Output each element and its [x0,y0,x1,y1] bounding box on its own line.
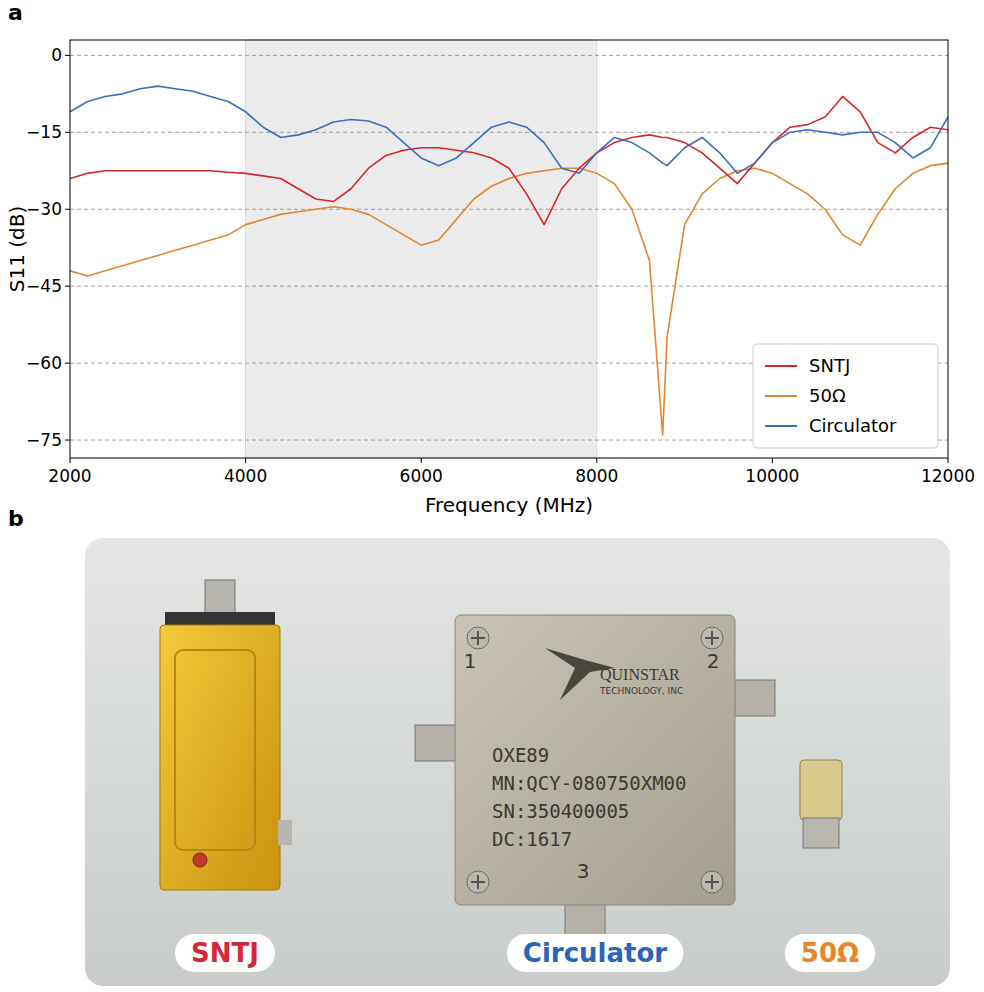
x-tick [596,458,597,463]
terminator-nut [803,818,839,848]
screw-slot [705,631,719,645]
x-tick-label: 12000 [921,466,975,486]
legend-box [753,344,938,448]
plot-frame [70,40,948,458]
grid-line [70,286,948,287]
x-tick [70,458,71,463]
x-tick-label: 2000 [48,466,91,486]
y-tick [65,132,70,133]
sntj-recess [175,650,255,850]
photo-background [85,538,950,986]
device-label: 50Ω [801,938,859,968]
y-tick [65,440,70,441]
sntj-bolt [278,820,292,845]
marking: SN:350400005 [492,800,629,822]
x-axis-title: Frequency (MHz) [425,493,593,517]
marking: TECHNOLOGY, INC [599,686,683,696]
y-tick-label: −60 [26,353,62,373]
marking: DC:1617 [492,828,572,850]
sma-connector [730,680,775,716]
grid-line [70,55,948,56]
port-number: 1 [464,649,477,673]
x-tick [245,458,246,463]
legend-swatch [765,425,797,427]
y-axis-title: S11 (dB) [5,206,29,293]
sntj-screw [193,853,207,867]
circulator-device [455,615,735,905]
label-pill [785,934,875,972]
device-label: Circulator [523,938,667,968]
series-line [70,96,948,224]
shaded-region [246,40,597,458]
series-line [70,86,948,173]
marking: MN:QCY-080750XM00 [492,772,686,794]
grid-line [70,209,948,210]
screw [467,627,489,649]
series-line [70,163,948,435]
marking: OXE89 [492,744,549,766]
screw-slot [705,875,719,889]
screw [467,871,489,893]
terminator-body [800,760,842,820]
device-label: SNTJ [191,938,259,968]
y-tick [65,209,70,210]
y-tick-label: −45 [26,276,62,296]
x-tick-label: 4000 [224,466,267,486]
y-tick-label: −75 [26,430,62,450]
port-number: 3 [577,859,590,883]
screw [701,871,723,893]
legend-swatch [765,395,797,397]
sma-connector [205,580,235,615]
panel-label: a [8,0,23,25]
x-tick [772,458,773,463]
label-pill [175,934,275,972]
label-pill [507,934,683,972]
legend-label: 50Ω [809,385,846,406]
legend-swatch [765,365,797,367]
y-tick [65,363,70,364]
y-tick [65,286,70,287]
y-tick-label: −15 [26,122,62,142]
port-number: 2 [707,649,720,673]
legend-label: SNTJ [809,355,850,376]
sma-connector [415,725,460,761]
grid-line [70,132,948,133]
sntj-device [160,625,280,890]
figure: a0−15−30−45−60−7520004000600080001000012… [0,0,984,992]
x-tick-label: 6000 [400,466,443,486]
y-tick-label: 0 [51,45,62,65]
y-tick [65,55,70,56]
x-tick [421,458,422,463]
screw [701,627,723,649]
marking: QUINSTAR [600,666,680,683]
x-tick-label: 10000 [745,466,799,486]
panel-label: b [8,506,24,531]
x-tick [948,458,949,463]
screw-slot [471,875,485,889]
legend-label: Circulator [809,415,897,436]
y-tick-label: −30 [26,199,62,219]
screw-slot [471,631,485,645]
x-tick-label: 8000 [575,466,618,486]
